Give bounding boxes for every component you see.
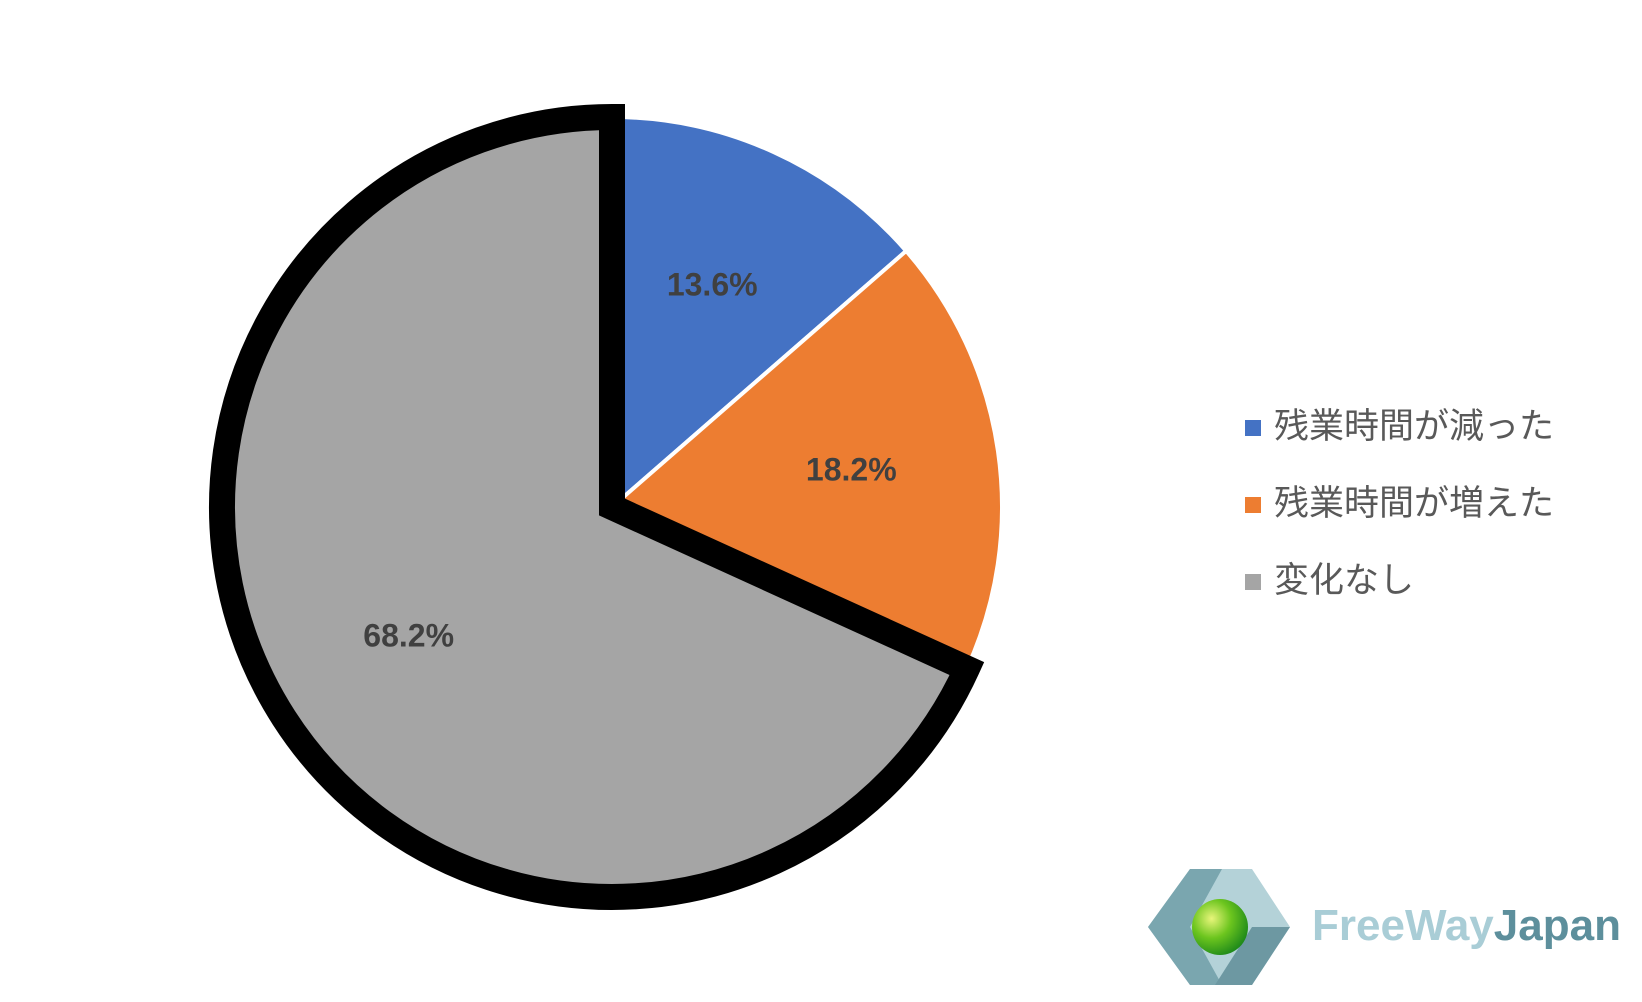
legend-label: 変化なし [1274,561,1414,601]
legend-swatch [1245,574,1261,590]
logo-ball [1192,899,1248,955]
legend-swatch [1245,497,1261,513]
pie-slice [209,103,985,910]
legend-label: 残業時間が増えた [1274,484,1554,524]
value-label: 18.2% [806,452,897,488]
logo-text: FreeWayJapan [1312,901,1621,950]
pie-slice [608,248,1004,672]
pie [209,103,1004,910]
legend-label: 残業時間が減った [1274,407,1554,447]
logo-dark: Japan [1494,901,1621,950]
logo-light: FreeWay [1312,901,1494,950]
pie-slice [610,114,909,512]
logo: FreeWayJapan [1148,869,1621,985]
logo-shape [1148,869,1222,985]
value-label: 13.6% [667,266,758,302]
value-label: 68.2% [363,617,454,653]
logo-shape [1215,927,1290,985]
legend-swatch [1245,420,1261,436]
